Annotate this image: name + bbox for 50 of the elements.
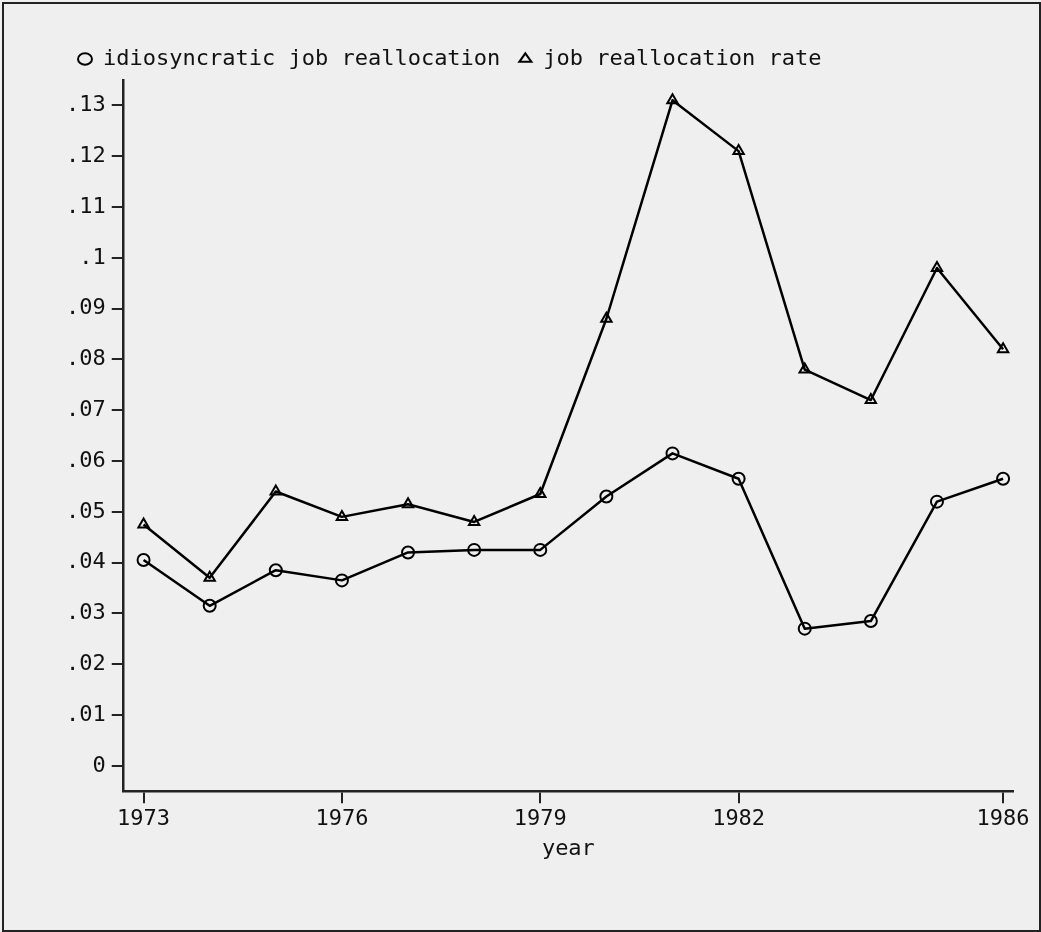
legend-label: job reallocation rate [543, 44, 822, 70]
point [334, 573, 349, 588]
point [996, 471, 1011, 486]
y-tick-label: .08 [65, 345, 106, 371]
legend-label: idiosyncratic job reallocation [103, 44, 501, 70]
x-tick-label: 1976 [315, 805, 369, 831]
y-tick-label: .09 [65, 294, 106, 320]
y-tick-label: 0 [92, 751, 106, 777]
point [467, 542, 482, 557]
x-tick-label: 1982 [712, 805, 766, 831]
point [732, 144, 745, 156]
y-tick-label: .12 [65, 141, 106, 167]
point [136, 553, 151, 568]
point [930, 260, 944, 272]
point [268, 563, 283, 578]
point [533, 542, 548, 557]
point [137, 517, 150, 529]
y-tick-label: .04 [65, 548, 106, 574]
point [269, 484, 282, 496]
point [929, 494, 944, 509]
y-tick-label: .05 [65, 497, 106, 523]
y-tick-label: .01 [65, 700, 106, 726]
y-tick-label: .11 [65, 192, 106, 218]
y-tick-label: .07 [65, 395, 106, 421]
x-tick-label: 1973 [117, 805, 171, 831]
y-tick-label: .13 [65, 91, 106, 117]
point [203, 570, 216, 582]
y-tick-label: .03 [65, 599, 106, 625]
point [202, 598, 217, 613]
y-tick-label: .06 [65, 446, 106, 472]
y-tick-label: .02 [65, 649, 106, 675]
point [798, 362, 811, 374]
point [467, 514, 481, 526]
point [600, 311, 613, 323]
point [534, 487, 547, 499]
point [731, 471, 746, 486]
point [665, 446, 680, 461]
x-tick-label: 1979 [513, 805, 567, 831]
point [864, 393, 878, 405]
point [666, 93, 679, 105]
point [401, 497, 415, 509]
y-tick-label: .1 [79, 243, 106, 269]
point [335, 509, 349, 521]
x-tick-label: 1986 [976, 805, 1030, 831]
point [863, 614, 878, 629]
point [599, 489, 614, 504]
point [797, 621, 812, 636]
point [401, 545, 416, 560]
x-axis-title: year [541, 834, 595, 860]
point [996, 342, 1010, 354]
